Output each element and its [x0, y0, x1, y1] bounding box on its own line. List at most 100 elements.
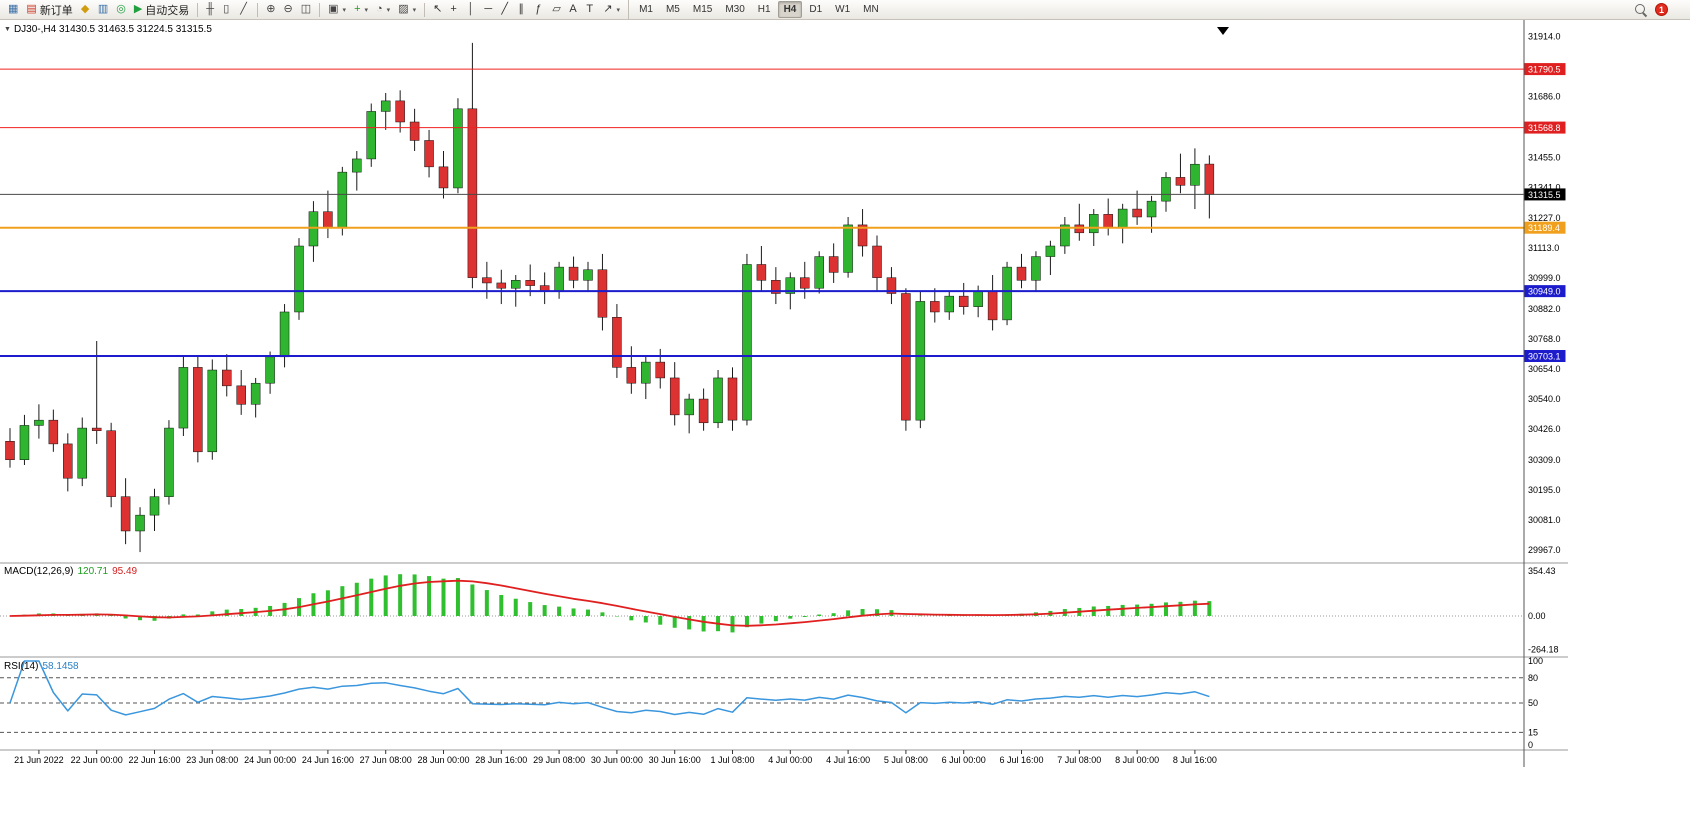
strategy-tester-button[interactable]: ◆ — [77, 1, 94, 18]
candle-body — [742, 264, 752, 421]
zoom-out-button[interactable]: ⊖ — [280, 1, 297, 18]
dropdown-arrow-icon: ▾ — [342, 6, 347, 14]
price-axis-label: 30426.0 — [1528, 424, 1561, 434]
candle-body — [857, 224, 868, 247]
time-axis-label: 22 Jun 16:00 — [128, 755, 180, 765]
macd-axis-label: -264.18 — [1528, 645, 1559, 655]
level-price-tag-label: 31790.5 — [1528, 65, 1561, 75]
candle-body — [453, 108, 463, 189]
timeframe-m5-button[interactable]: M5 — [665, 4, 680, 15]
trendline-button[interactable]: ╱ — [497, 1, 514, 18]
arrows-button[interactable]: ↗ ▾ — [599, 1, 624, 18]
text-button[interactable]: A — [565, 1, 582, 18]
candle-body — [828, 256, 839, 273]
cursor-button[interactable]: ↖ — [429, 1, 446, 18]
candle-body — [19, 425, 30, 460]
timeframe-mn-button[interactable]: MN — [863, 4, 879, 15]
candle-body — [5, 441, 15, 460]
rsi-axis-label: 50 — [1528, 698, 1538, 708]
candle-body — [294, 245, 304, 313]
candle-body — [872, 245, 882, 278]
candle-body — [236, 385, 246, 405]
candle-body — [1002, 266, 1012, 321]
auto-trading-button[interactable]: ▶ 自动交易 — [130, 1, 193, 18]
navigator-button[interactable]: ◎ — [112, 1, 130, 18]
candlestick-chart-button[interactable]: ▯ — [219, 1, 236, 18]
candle-body — [684, 398, 694, 416]
toolbar-separator — [319, 2, 321, 17]
templates-icon: ▨ — [398, 3, 409, 15]
candle-body — [323, 211, 333, 228]
bar-chart-button[interactable]: ╫ — [202, 1, 219, 18]
strategy-tester-icon: ◆ — [80, 3, 90, 15]
horizontal-line-button[interactable]: ─ — [480, 1, 497, 18]
candle-body — [1074, 224, 1085, 234]
candle-body — [77, 427, 87, 479]
line-chart-button[interactable]: ╱ — [236, 1, 253, 18]
data-window-button[interactable]: ▥ — [94, 1, 112, 18]
time-axis-label: 30 Jun 16:00 — [649, 755, 701, 765]
chart-shift-marker[interactable] — [1217, 27, 1229, 35]
candle-body — [496, 282, 507, 289]
tile-windows-button[interactable]: ◫ — [297, 1, 315, 18]
vertical-line-button[interactable]: │ — [463, 1, 480, 18]
main-toolbar: ▦ ▤ 新订单 ◆ ▥ ◎ ▶ 自动交易 ╫ ▯ ╱ ⊕ ⊖ ◫ ▣ ▾ + ▾ ◔ ▾ ▨ ▾ ↖ + │ ─ ╱ ∥ ƒ ▱ A T ↗ ▾ … — [0, 0, 1690, 20]
level-price-tag-label: 30949.0 — [1528, 287, 1561, 297]
dropdown-arrow-icon: ▾ — [364, 6, 369, 14]
candle-body — [771, 280, 781, 294]
zoom-in-icon: ⊕ — [266, 3, 276, 15]
candle-body — [1161, 177, 1171, 202]
timeframe-h1-button[interactable]: H1 — [757, 4, 771, 15]
periods-button[interactable]: ◔ ▾ — [372, 1, 394, 18]
candle-body — [380, 100, 391, 112]
notifications-badge[interactable]: 1 — [1655, 3, 1668, 16]
dropdown-arrow-icon: ▾ — [616, 6, 621, 14]
search-icon[interactable] — [1635, 3, 1647, 16]
level-price-tag — [1524, 63, 1566, 76]
price-axis-label: 30309.0 — [1528, 455, 1561, 465]
arrange-charts-button[interactable]: ▣ ▾ — [324, 1, 350, 18]
candle-body — [164, 427, 174, 497]
chart-canvas[interactable]: 31914.0 31686.0 31455.0 31341.0 31227.0 31113… — [0, 20, 1568, 770]
candle-body — [34, 419, 44, 426]
new-chart-button[interactable]: ▦ — [4, 1, 22, 18]
zoom-in-button[interactable]: ⊕ — [262, 1, 279, 18]
timeframe-d1-button[interactable]: D1 — [809, 4, 823, 15]
toolbar-right: 1 — [1635, 3, 1686, 16]
new-order-button[interactable]: ▤ 新订单 — [22, 1, 76, 18]
candle-body — [655, 361, 665, 379]
indicators-button[interactable]: + ▾ — [350, 1, 372, 18]
rsi-line — [9, 660, 1210, 716]
chart-menu-icon[interactable]: ▼ — [4, 26, 11, 33]
timeframe-m30-button[interactable]: M30 — [725, 4, 745, 15]
level-price-tag — [1524, 188, 1566, 201]
candle-body — [1016, 266, 1027, 281]
rsi-axis-label: 80 — [1528, 673, 1538, 683]
timeframe-w1-button[interactable]: W1 — [835, 4, 851, 15]
text-label-button[interactable]: T — [582, 1, 599, 18]
candle-body — [785, 277, 796, 294]
chart-background[interactable] — [0, 20, 1568, 770]
channel-button[interactable]: ∥ — [514, 1, 531, 18]
time-axis-label: 28 Jun 00:00 — [417, 755, 469, 765]
price-axis-label: 30882.0 — [1528, 304, 1561, 314]
timeframe-m1-button[interactable]: M1 — [639, 4, 653, 15]
fibonacci-button[interactable]: ƒ — [531, 1, 548, 18]
new-chart-icon: ▦ — [8, 3, 19, 15]
timeframe-m15-button[interactable]: M15 — [692, 4, 713, 15]
shapes-button[interactable]: ▱ — [548, 1, 565, 18]
candle-body — [958, 295, 969, 307]
crosshair-icon: + — [450, 3, 457, 15]
candle-body — [973, 290, 983, 307]
candle-body — [1146, 200, 1157, 218]
workspace-empty-bottom — [0, 771, 1690, 831]
crosshair-button[interactable]: + — [446, 1, 463, 18]
templates-button[interactable]: ▨ ▾ — [394, 1, 420, 18]
timeframe-h4-button[interactable]: H4 — [777, 1, 803, 18]
candle-body — [1089, 214, 1099, 234]
fibonacci-icon: ƒ — [535, 3, 542, 15]
time-axis-label: 22 Jun 00:00 — [71, 755, 123, 765]
candle-body — [135, 514, 145, 532]
workspace-empty-right — [1569, 20, 1690, 770]
candle-body — [1204, 163, 1215, 195]
